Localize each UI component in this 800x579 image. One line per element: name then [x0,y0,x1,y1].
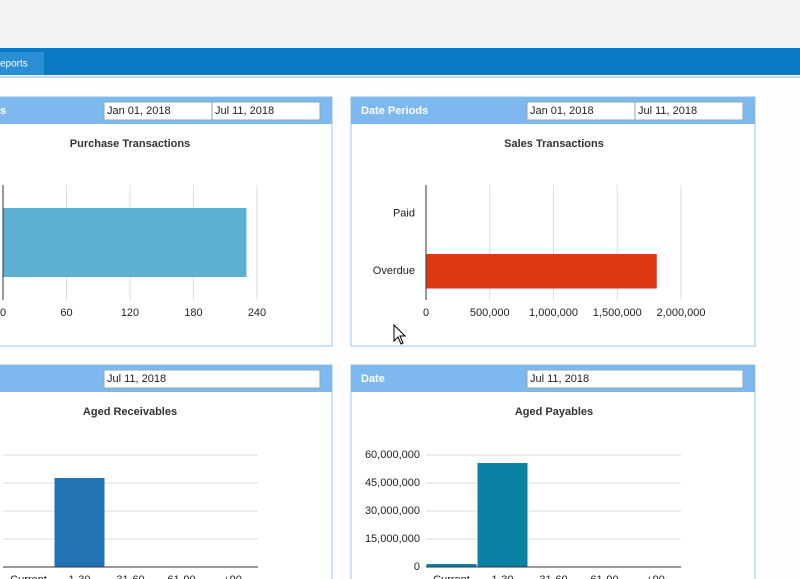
date-input[interactable] [211,101,321,121]
nav-tab[interactable] [0,52,44,75]
top-bar [0,0,800,48]
cursor [393,323,407,345]
date-input[interactable] [103,369,321,389]
x-tick-label: 0 [423,307,429,319]
x-tick-label: Current [433,574,470,579]
date-input[interactable] [526,369,744,389]
y-tick-label: 45,000,000 [365,477,420,489]
x-tick-label: 180 [184,307,202,319]
x-tick-label: 31-60 [539,574,567,579]
date-input-value[interactable]: Jan 01, 2018 [107,105,171,117]
x-tick-label: +90 [223,574,242,579]
y-tick-label: 15,000,000 [365,533,420,545]
bar [426,254,657,289]
nav-bar [0,48,800,75]
panel-header-label: Date Periods [361,105,428,117]
x-tick-label: 1-30 [491,574,513,579]
x-tick-label: 1,500,000 [593,307,642,319]
date-input-value[interactable]: Jan 01, 2018 [530,105,594,117]
x-tick-label: 60 [60,307,72,319]
y-tick-label: 0 [414,561,420,573]
date-input-value[interactable]: Jul 11, 2018 [638,105,697,117]
nav-rule [0,76,800,78]
x-tick-label: 0 [0,307,6,319]
y-tick-label: Paid [393,208,415,220]
x-tick-label: +90 [646,574,665,579]
chart-title: Purchase Transactions [70,138,190,150]
panel [350,364,756,579]
bar [477,463,528,567]
date-input-value[interactable]: Jul 11, 2018 [530,373,589,385]
x-tick-label: 1-30 [68,574,90,579]
panel-header-label: s [0,105,6,117]
bar [3,208,247,277]
x-tick-label: 61-90 [590,574,618,579]
x-tick-label: 120 [121,307,139,319]
bar [426,564,477,567]
x-tick-label: 1,000,000 [529,307,578,319]
chart-title: Sales Transactions [504,138,604,150]
date-input-value[interactable]: Jul 11, 2018 [215,105,274,117]
x-tick-label: 500,000 [470,307,510,319]
y-tick-label: 60,000,000 [365,449,420,461]
x-tick-label: 61-90 [167,574,195,579]
y-tick-label: 30,000,000 [365,505,420,517]
date-input[interactable] [634,101,744,121]
x-tick-label: 31-60 [116,574,144,579]
chart-title: Aged Payables [515,406,593,418]
y-tick-label: Overdue [373,265,415,277]
nav-tab-label[interactable]: eports [0,59,28,70]
panel-header-label: Date [361,373,385,385]
date-input-value[interactable]: Jul 11, 2018 [107,373,166,385]
x-tick-label: Current [10,574,47,579]
x-tick-label: 240 [248,307,266,319]
bar [54,477,105,567]
panel [0,364,333,579]
chart-title: Aged Receivables [83,406,177,418]
x-tick-label: 2,000,000 [657,307,706,319]
